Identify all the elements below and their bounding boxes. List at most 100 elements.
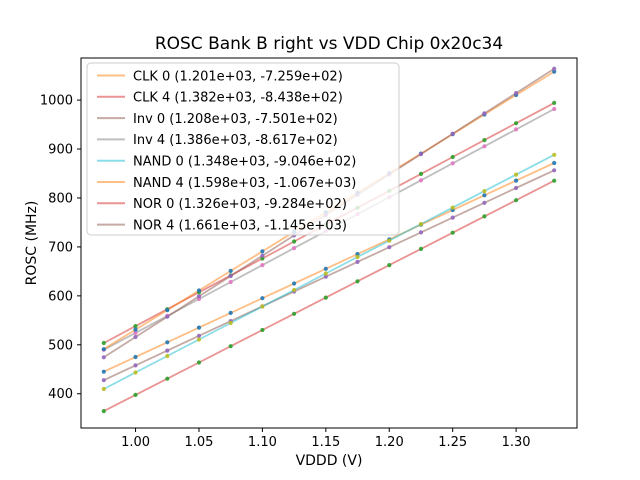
data-point-nand-0 — [101, 386, 106, 392]
data-point-inv-0 — [450, 215, 455, 220]
x-tick-label: 1.10 — [248, 435, 277, 450]
x-tick-label: 1.30 — [502, 435, 531, 450]
data-point-nand-4 — [165, 308, 170, 313]
data-point-nor-0 — [133, 392, 138, 397]
data-point-inv-4 — [418, 178, 424, 183]
data-point-inv-0 — [323, 274, 328, 279]
data-point-clk-0 — [323, 266, 328, 271]
data-point-nor-4 — [133, 334, 138, 340]
data-point-nand-0 — [482, 189, 487, 194]
data-point-clk-0 — [355, 252, 360, 257]
legend-box — [86, 62, 400, 236]
data-point-nor-0 — [450, 230, 455, 235]
data-point-nand-0 — [323, 271, 328, 276]
data-point-nand-4 — [552, 69, 557, 74]
y-axis-label: ROSC (MHz) — [24, 201, 40, 286]
data-point-clk-0 — [292, 281, 297, 286]
legend-label-inv-0: Inv 0 (1.208e+03, -7.501e+02) — [133, 112, 338, 127]
legend-label-clk-4: CLK 4 (1.382e+03, -8.438e+02) — [133, 91, 343, 106]
legend-label-nand-0: NAND 0 (1.348e+03, -9.046e+02) — [133, 155, 356, 170]
data-point-inv-4 — [292, 246, 297, 251]
data-point-nand-0 — [355, 254, 360, 260]
data-point-inv-0 — [355, 259, 360, 264]
data-point-nor-0 — [355, 279, 360, 284]
data-point-nor-4 — [514, 91, 519, 96]
chart-title: ROSC Bank B right vs VDD Chip 0x20c34 — [155, 34, 503, 54]
legend-label-nor-0: NOR 0 (1.326e+03, -9.284e+02) — [133, 197, 347, 212]
data-point-inv-0 — [101, 378, 106, 383]
plot-border — [80, 57, 578, 429]
data-point-nand-0 — [450, 205, 455, 210]
data-point-nor-4 — [450, 131, 455, 136]
y-tick-label: 400 — [48, 387, 73, 402]
data-point-nor-4 — [552, 66, 557, 71]
data-point-clk-0 — [482, 193, 487, 198]
data-point-clk-0 — [133, 354, 138, 360]
y-tick-label: 1000 — [40, 94, 73, 109]
data-point-inv-0 — [387, 245, 392, 250]
y-tick-label: 700 — [48, 240, 73, 255]
data-point-nor-0 — [228, 344, 233, 349]
x-tick-label: 1.05 — [184, 435, 213, 450]
series-clk-0 — [101, 160, 557, 374]
data-point-clk-4 — [482, 138, 487, 143]
data-point-clk-0 — [228, 310, 233, 315]
data-point-inv-4 — [482, 144, 487, 149]
data-point-nor-4 — [482, 111, 487, 116]
data-point-nor-0 — [552, 178, 557, 183]
data-point-clk-4 — [101, 340, 106, 346]
legend-label-nand-4: NAND 4 (1.598e+03, -1.067e+03) — [133, 176, 356, 191]
y-tick-label: 800 — [48, 191, 73, 206]
data-point-nor-0 — [260, 327, 265, 333]
data-point-nor-4 — [165, 314, 170, 319]
plot-area: 1.00 1.05 1.10 1.15 1.20 1.25 1.30 400 500 600 700… — [40, 57, 578, 450]
x-tick-label: 1.00 — [121, 435, 150, 450]
data-point-nor-0 — [418, 246, 424, 251]
data-point-nor-4 — [228, 273, 233, 279]
data-point-nor-0 — [292, 311, 297, 316]
data-point-nor-4 — [196, 294, 202, 299]
data-point-clk-0 — [260, 296, 265, 301]
legend-label-inv-4: Inv 4 (1.386e+03, -8.617e+02) — [133, 133, 338, 148]
data-point-nand-0 — [418, 222, 424, 227]
x-tick-label: 1.15 — [311, 435, 340, 450]
data-point-nand-0 — [387, 238, 392, 243]
legend-label-clk-0: CLK 0 (1.201e+03, -7.259e+02) — [133, 69, 343, 84]
y-tick-label: 900 — [48, 143, 73, 158]
data-point-inv-0 — [165, 348, 170, 353]
data-point-nand-0 — [260, 304, 265, 309]
data-point-nand-0 — [196, 337, 202, 342]
data-point-nand-0 — [133, 370, 138, 375]
data-point-inv-4 — [260, 263, 265, 268]
data-point-clk-0 — [196, 325, 202, 330]
data-point-clk-4 — [418, 171, 424, 176]
data-point-nand-0 — [514, 172, 519, 177]
data-point-inv-0 — [196, 333, 202, 338]
x-tick-label: 1.25 — [438, 435, 467, 450]
data-point-inv-0 — [514, 185, 519, 191]
legend-label-nor-4: NOR 4 (1.661e+03, -1.145e+03) — [133, 218, 347, 233]
data-point-nand-0 — [292, 287, 297, 293]
data-point-nand-0 — [165, 353, 170, 359]
data-point-nor-0 — [196, 360, 202, 365]
data-point-nand-4 — [101, 347, 106, 352]
data-point-nor-4 — [260, 253, 265, 258]
data-point-inv-4 — [133, 330, 138, 335]
data-point-inv-4 — [552, 106, 557, 112]
data-point-inv-0 — [552, 168, 557, 173]
data-point-inv-4 — [514, 127, 519, 132]
data-point-nand-4 — [228, 268, 233, 273]
legend: CLK 0 (1.201e+03, -7.259e+02) CLK 4 (1.38… — [86, 62, 400, 236]
data-point-clk-0 — [514, 178, 519, 183]
y-tick-label: 600 — [48, 289, 73, 304]
data-point-clk-4 — [292, 239, 297, 244]
data-point-nor-0 — [323, 295, 328, 300]
data-point-inv-4 — [450, 161, 455, 166]
data-point-nor-0 — [514, 198, 519, 203]
data-point-nor-0 — [482, 214, 487, 219]
data-point-clk-0 — [101, 369, 106, 374]
data-point-clk-4 — [450, 154, 455, 160]
data-point-nand-4 — [260, 249, 265, 254]
x-axis-label: VDDD (V) — [296, 453, 363, 469]
